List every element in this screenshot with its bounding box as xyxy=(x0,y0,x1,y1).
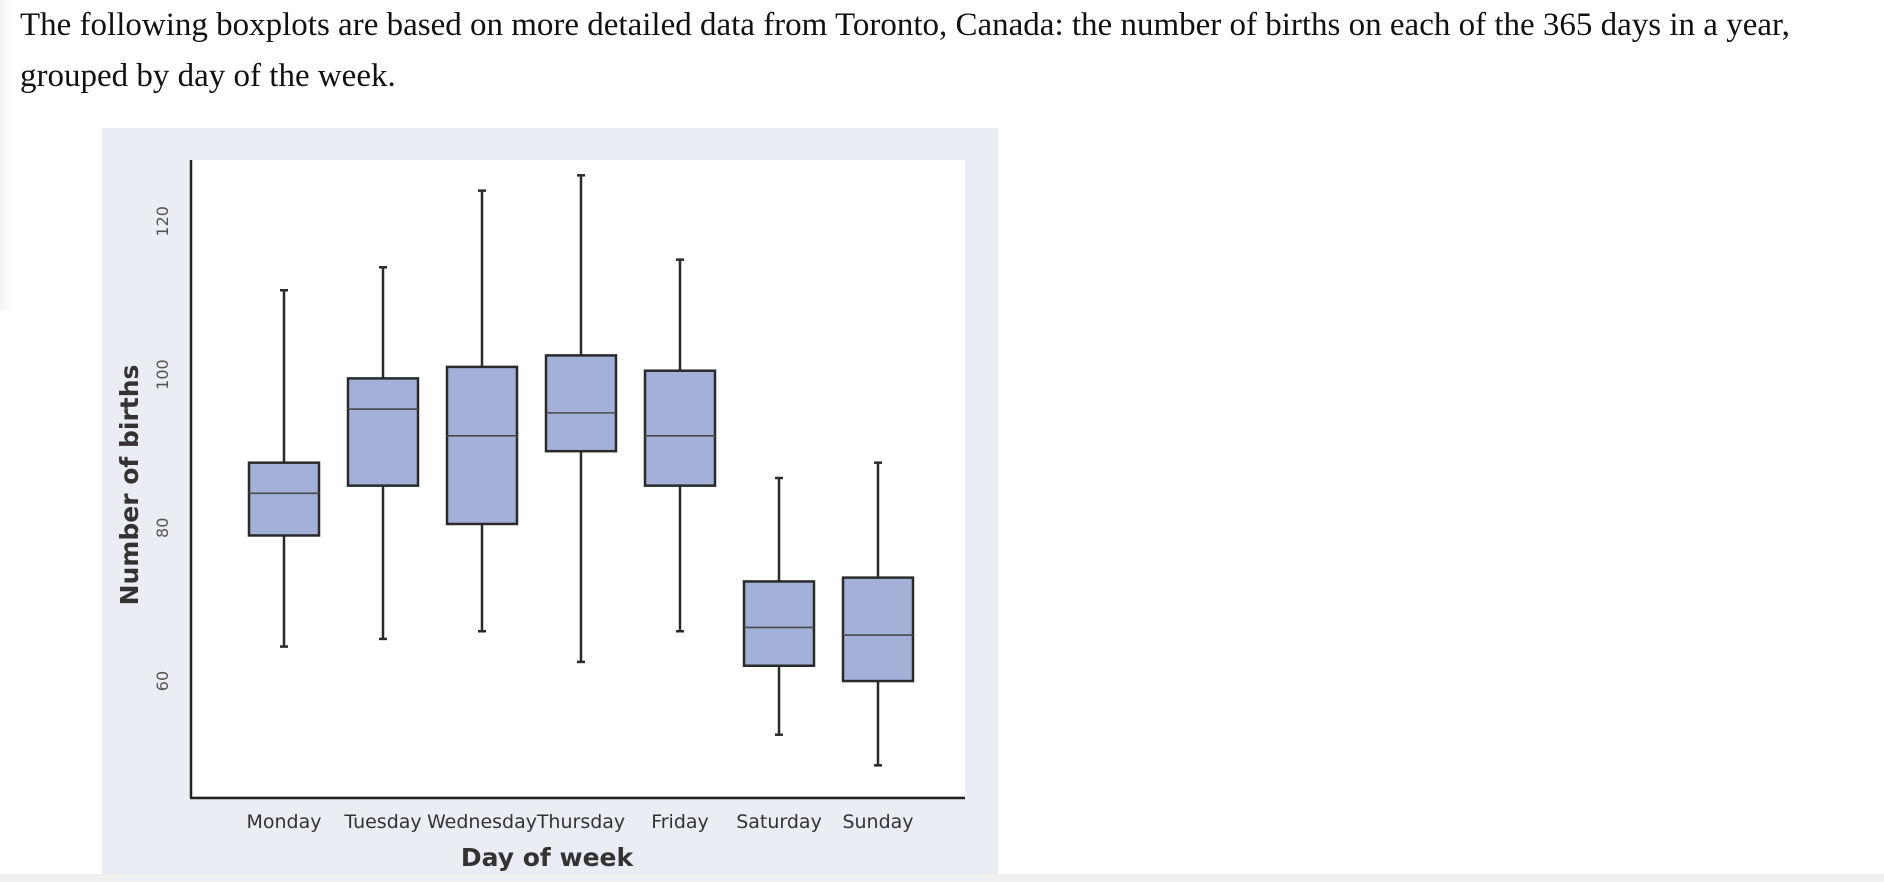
boxplot-chart: 60 80 100 120 Monday Tuesday Wednesday Thursda… xyxy=(115,160,965,872)
iqr-box xyxy=(742,580,816,667)
x-tick-label-tuesday: Tuesday xyxy=(343,811,421,833)
iqr-box xyxy=(544,354,618,453)
intro-paragraph: The following boxplots are based on more… xyxy=(20,7,1790,94)
x-tick-label-wednesday: Wednesday xyxy=(427,811,537,833)
box-group-sunday xyxy=(841,461,915,767)
y-tick-label: 60 xyxy=(153,671,172,691)
boxplot-figure: 60 80 100 120 Monday Tuesday Wednesday Thursda… xyxy=(102,128,998,882)
x-tick-label-saturday: Saturday xyxy=(736,811,822,833)
y-tick-label: 80 xyxy=(153,518,172,538)
iqr-box xyxy=(346,377,420,487)
x-tick-label-friday: Friday xyxy=(651,811,709,833)
left-edge-strip xyxy=(0,0,12,310)
iqr-box xyxy=(643,369,717,487)
y-tick-label: 120 xyxy=(153,206,172,237)
box-group-monday xyxy=(247,289,321,648)
box-group-thursday xyxy=(544,174,618,664)
x-axis-title: Day of week xyxy=(461,843,635,872)
box-group-saturday xyxy=(742,476,816,736)
box-group-wednesday xyxy=(445,189,519,633)
x-tick-label-thursday: Thursday xyxy=(536,811,625,833)
box-group-tuesday xyxy=(346,266,420,641)
x-tick-label-sunday: Sunday xyxy=(842,811,913,833)
iqr-box xyxy=(445,365,519,526)
boxplot-marks xyxy=(247,174,915,767)
box-group-friday xyxy=(643,258,717,633)
bottom-scroll-bar xyxy=(0,874,1884,882)
x-tick-label-monday: Monday xyxy=(246,811,321,833)
y-tick-label: 100 xyxy=(153,359,172,390)
x-axis-labels: Monday Tuesday Wednesday Thursday Friday Satu… xyxy=(246,811,913,833)
y-axis-title: Number of births xyxy=(115,365,144,606)
y-axis-ticks: 60 80 100 120 xyxy=(153,206,172,691)
iqr-box xyxy=(841,576,915,683)
iqr-box xyxy=(247,461,321,537)
